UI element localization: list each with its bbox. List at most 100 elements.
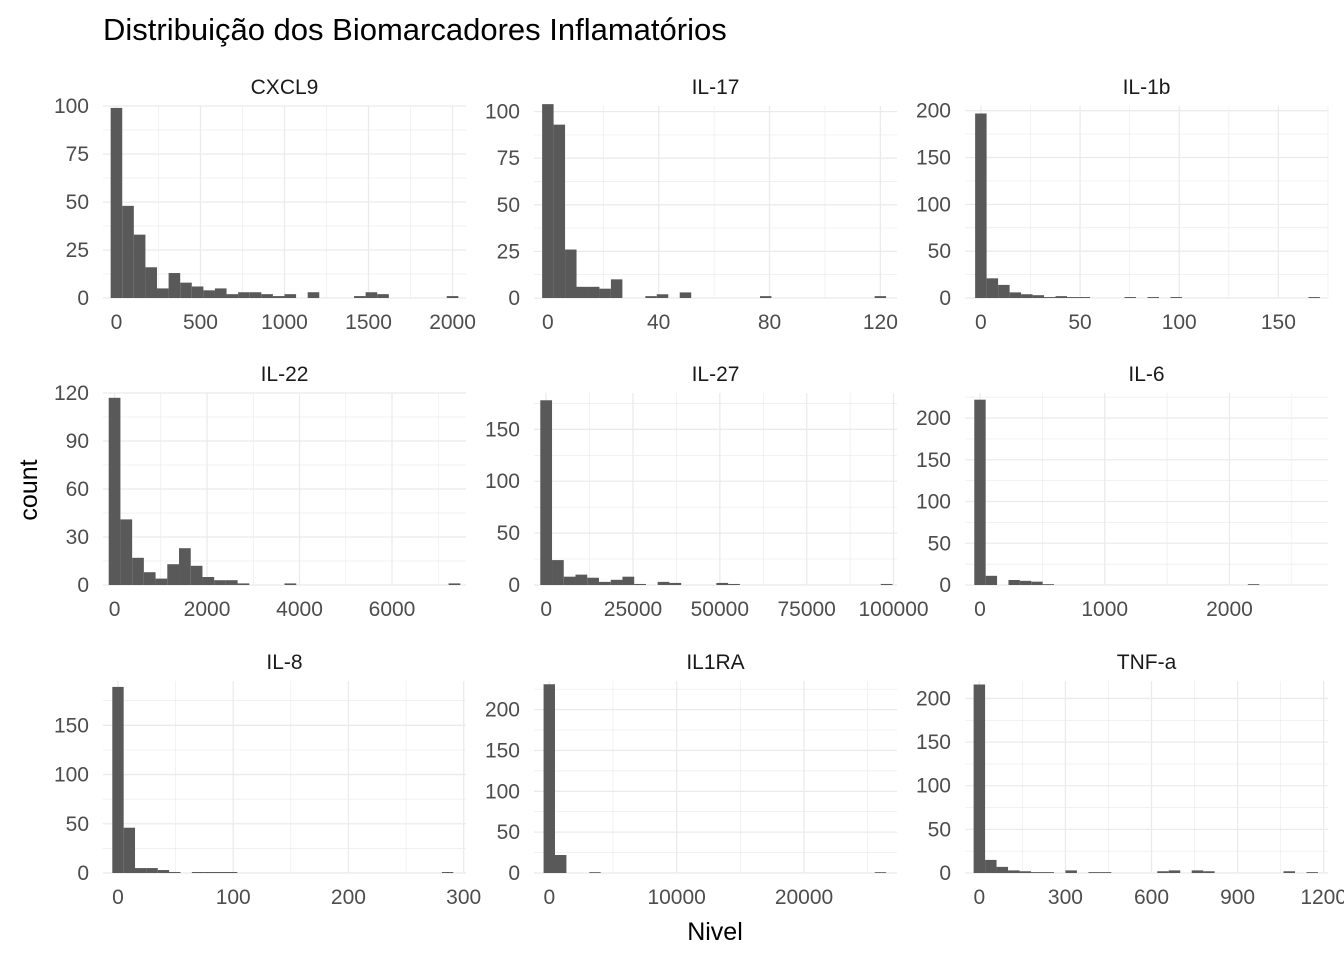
histogram-bar <box>180 282 192 298</box>
y-tick-label: 50 <box>66 813 89 836</box>
histogram-bar <box>169 872 181 873</box>
histogram-bar <box>261 294 273 298</box>
histogram-bar <box>365 292 378 298</box>
y-tick-label: 200 <box>485 699 520 722</box>
histogram-bar <box>598 581 611 585</box>
histogram-bar <box>272 296 285 298</box>
histogram-bar <box>110 107 123 298</box>
chart-title: Distribuição dos Biomarcadores Inflamató… <box>103 12 727 47</box>
y-tick-label: 150 <box>916 449 951 472</box>
histogram-bar <box>874 872 887 873</box>
x-tick-label: 0 <box>540 598 552 621</box>
histogram-bar <box>622 576 635 585</box>
y-axis-label: count <box>15 459 43 520</box>
histogram-bar <box>157 288 169 298</box>
facet-strip-label: IL-6 <box>1128 363 1164 386</box>
histogram-bar <box>998 284 1010 298</box>
facet-strip-label: IL-1b <box>1123 76 1171 99</box>
histogram-bar <box>1078 297 1091 298</box>
y-tick-label: 50 <box>497 522 520 545</box>
x-tick-label: 1200 <box>1300 886 1344 909</box>
histogram-bar <box>1170 297 1182 298</box>
x-tick-label: 0 <box>975 311 987 334</box>
y-tick-label: 75 <box>497 147 520 170</box>
histogram-bar <box>974 399 986 585</box>
x-tick-label: 50 <box>1068 311 1091 334</box>
x-tick-label: 100 <box>1162 311 1197 334</box>
histogram-bar <box>656 294 669 298</box>
y-tick-label: 200 <box>916 407 951 430</box>
histogram-bar <box>552 560 564 585</box>
histogram-bar <box>214 580 226 585</box>
histogram-bar <box>973 684 986 873</box>
histogram-bar <box>645 296 657 298</box>
histogram-bar <box>203 290 215 298</box>
y-tick-label: 0 <box>77 862 89 885</box>
histogram-bar <box>575 574 588 585</box>
facet-panel: IL-17 0 40 80 120 0 25 50 75 100 <box>485 76 898 334</box>
histogram-bar <box>441 872 454 873</box>
histogram-bar <box>1088 872 1100 873</box>
histogram-bar <box>540 400 553 585</box>
histogram-bar <box>1067 297 1079 298</box>
y-tick-label: 60 <box>66 478 89 501</box>
facet-panel: CXCL9 0 500 1000 1500 2000 0 25 50 75 100 <box>54 76 476 334</box>
histogram-bar <box>1203 871 1215 873</box>
histogram-bar <box>225 580 238 585</box>
x-axis-label: Nivel <box>687 918 743 946</box>
facet-strip-label: IL1RA <box>686 651 744 674</box>
histogram-bar <box>975 113 987 299</box>
histogram-bar <box>179 548 191 585</box>
facet-strip-label: IL-27 <box>692 363 740 386</box>
histogram-bar <box>996 866 1009 873</box>
histogram-bar <box>237 583 250 585</box>
x-tick-label: 1000 <box>261 311 308 334</box>
facet-strip-label: IL-22 <box>261 363 309 386</box>
histogram-bar <box>1009 292 1022 298</box>
x-tick-label: 25000 <box>604 598 662 621</box>
histogram-bar <box>1042 872 1054 873</box>
histogram-bar <box>1008 870 1020 873</box>
histogram-bar <box>146 868 158 873</box>
histogram-bar <box>120 519 133 585</box>
y-tick-label: 150 <box>916 147 951 170</box>
x-tick-label: 0 <box>111 311 123 334</box>
x-tick-label: 2000 <box>184 598 231 621</box>
facet-panel: IL1RA 0 10000 20000 0 50 100 150 200 <box>485 651 897 909</box>
x-tick-label: 1000 <box>1081 598 1128 621</box>
histogram-bar <box>238 292 250 298</box>
histogram-bar <box>587 286 600 298</box>
histogram-bar <box>203 872 215 873</box>
y-tick-label: 50 <box>497 194 520 217</box>
histogram-bar <box>880 583 893 585</box>
histogram-bar <box>1019 580 1032 585</box>
facet-panel: IL-8 0 100 200 300 0 50 100 150 <box>54 651 481 909</box>
y-tick-label: 100 <box>54 95 89 118</box>
histogram-bar <box>168 273 181 298</box>
x-tick-label: 100000 <box>858 598 928 621</box>
x-tick-label: 0 <box>974 886 986 909</box>
y-tick-label: 50 <box>928 532 951 555</box>
y-tick-label: 25 <box>497 240 520 263</box>
histogram-bar <box>543 684 555 873</box>
histogram-bar <box>610 579 623 585</box>
y-tick-label: 100 <box>485 780 520 803</box>
histogram-bar <box>190 565 203 585</box>
histogram-bar <box>1247 584 1260 585</box>
histogram-bar <box>191 872 204 873</box>
histogram-bar <box>226 294 239 298</box>
facet-panel: TNF-a 0 300 600 900 1200 0 50 100 150 200 <box>916 651 1344 909</box>
y-tick-label: 200 <box>916 687 951 710</box>
histogram-bar <box>1031 872 1043 873</box>
y-tick-label: 25 <box>66 239 89 262</box>
histogram-bar <box>1191 870 1204 873</box>
histogram-bar <box>1019 871 1031 873</box>
histogram-bar <box>284 583 297 585</box>
y-tick-label: 150 <box>485 739 520 762</box>
y-tick-label: 150 <box>916 731 951 754</box>
y-tick-label: 0 <box>508 287 520 310</box>
histogram-bar <box>249 292 262 298</box>
histogram-bar <box>874 296 887 298</box>
histogram-bar <box>669 582 682 585</box>
